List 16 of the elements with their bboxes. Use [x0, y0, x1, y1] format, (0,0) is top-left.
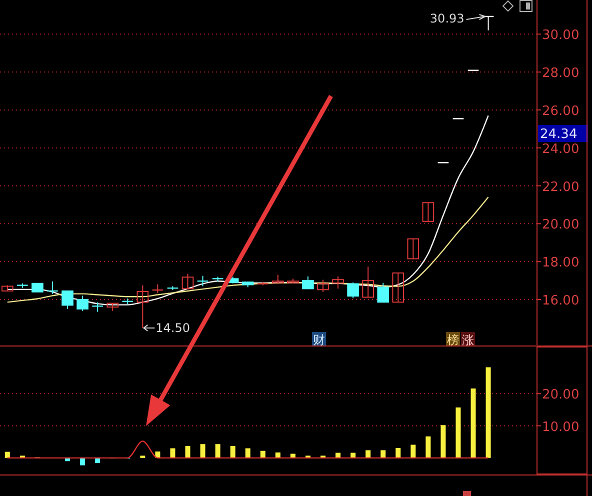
y-tick-label: 16.00	[542, 294, 580, 309]
y-tick-label: 20.00	[542, 218, 580, 233]
y-tick-label: 22.00	[542, 180, 580, 195]
y-tick-label: 26.00	[542, 104, 580, 119]
annotation: 财	[313, 333, 325, 347]
y-tick-label: 28.00	[542, 66, 580, 82]
y-tick-label: 18.00	[542, 256, 580, 271]
annotation: 30.93	[430, 11, 464, 26]
annotation: 榜	[447, 333, 459, 347]
text: 24.34	[540, 127, 578, 142]
y-tick-label: 24.00	[542, 142, 580, 157]
y-tick-label: 10.00	[542, 420, 580, 435]
annotation: 涨	[462, 333, 474, 347]
y-tick-label: 20.00	[542, 388, 580, 403]
y-tick-label: 30.00	[542, 28, 580, 44]
annotation: 14.50	[156, 320, 190, 335]
